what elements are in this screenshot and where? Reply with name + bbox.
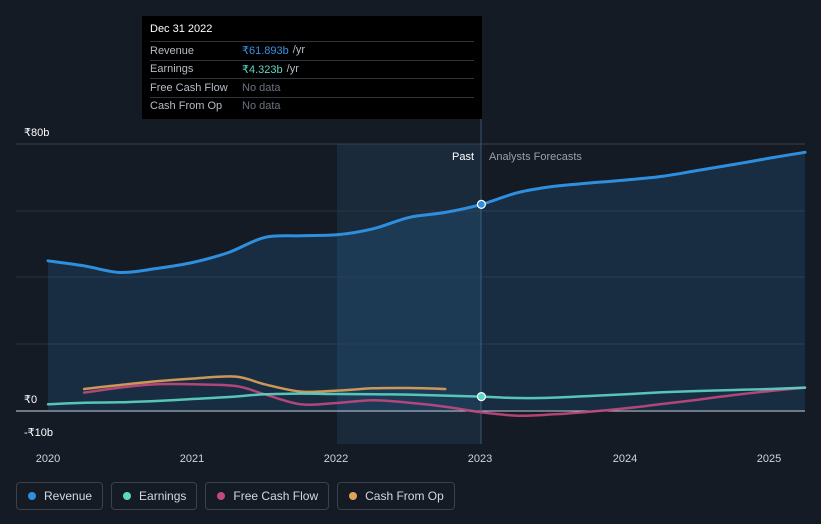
cash-from-op-line[interactable] bbox=[82, 375, 447, 394]
revenue-marker[interactable] bbox=[476, 199, 486, 209]
legend-dot-icon bbox=[217, 492, 226, 500]
earnings-line[interactable] bbox=[46, 386, 807, 406]
tooltip-value-cash-from-op: No data bbox=[242, 100, 281, 113]
tooltip-unit: /yr bbox=[292, 44, 305, 57]
earnings-marker[interactable] bbox=[476, 392, 486, 402]
x-tick-label-2021: 2021 bbox=[180, 453, 204, 465]
legend-dot-icon bbox=[28, 492, 36, 500]
legend-item-earnings[interactable]: Earnings bbox=[111, 482, 198, 510]
revenue-line[interactable] bbox=[46, 150, 807, 275]
legend-dot-icon bbox=[349, 492, 358, 500]
tooltip-row-free-cash-flow: Free Cash Flow No data bbox=[150, 78, 474, 97]
legend-item-cash-from-op[interactable]: Cash From Op bbox=[337, 482, 455, 510]
tooltip: Dec 31 2022 Revenue ₹61.893b /yr Earning… bbox=[142, 16, 482, 119]
tooltip-value-earnings: ₹4.323b bbox=[242, 63, 283, 76]
x-tick-label-2020: 2020 bbox=[36, 453, 60, 465]
y-tick-label-0: ₹0 bbox=[24, 394, 37, 406]
tooltip-date: Dec 31 2022 bbox=[150, 23, 213, 35]
tooltip-unit: /yr bbox=[286, 62, 299, 75]
legend-dot-icon bbox=[123, 492, 132, 500]
legend-item-revenue[interactable]: Revenue bbox=[16, 482, 104, 510]
tooltip-row-earnings: Earnings ₹4.323b /yr bbox=[150, 59, 474, 79]
tooltip-value-revenue: ₹61.893b bbox=[242, 45, 289, 58]
revenue-area bbox=[48, 152, 805, 412]
x-tick-label-2023: 2023 bbox=[468, 453, 492, 465]
y-tick-label-80: ₹80b bbox=[24, 127, 49, 139]
tooltip-label: Free Cash Flow bbox=[150, 81, 228, 94]
legend-label: Earnings bbox=[139, 489, 187, 503]
free-cash-flow-line[interactable] bbox=[82, 382, 807, 418]
legend-label: Revenue bbox=[44, 489, 93, 503]
legend-label: Free Cash Flow bbox=[233, 489, 319, 503]
tooltip-row-cash-from-op: Cash From Op No data bbox=[150, 96, 474, 116]
past-label: Past bbox=[452, 151, 474, 163]
legend-item-free-cash-flow[interactable]: Free Cash Flow bbox=[205, 482, 330, 510]
x-tick-label-2022: 2022 bbox=[324, 453, 348, 465]
tooltip-label: Cash From Op bbox=[150, 100, 223, 113]
legend: Revenue Earnings Free Cash Flow Cash Fro… bbox=[16, 482, 455, 510]
tooltip-value-free-cash-flow: No data bbox=[242, 81, 281, 94]
tooltip-label: Revenue bbox=[150, 44, 195, 57]
tooltip-label: Earnings bbox=[150, 63, 194, 76]
y-tick-label-minus-10: -₹10b bbox=[24, 427, 53, 439]
x-tick-label-2024: 2024 bbox=[613, 453, 637, 465]
forecast-label: Analysts Forecasts bbox=[489, 151, 582, 163]
legend-label: Cash From Op bbox=[365, 489, 444, 503]
x-tick-label-2025: 2025 bbox=[757, 453, 781, 465]
tooltip-row-revenue: Revenue ₹61.893b /yr bbox=[150, 41, 474, 60]
